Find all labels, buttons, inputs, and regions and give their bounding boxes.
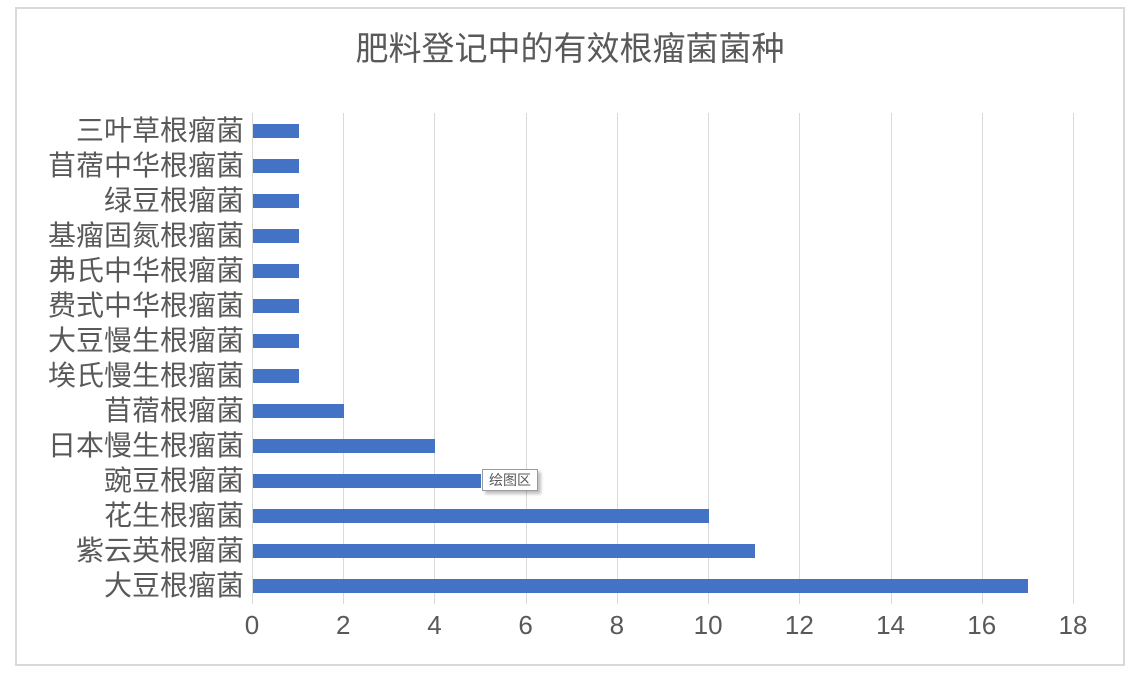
category-label[interactable]: 费式中华根瘤菌: [47, 289, 244, 321]
category-label[interactable]: 三叶草根瘤菌: [75, 114, 244, 146]
bar[interactable]: [253, 123, 299, 138]
category-label[interactable]: 豌豆根瘤菌: [103, 465, 244, 497]
bar[interactable]: [253, 579, 1029, 594]
bar[interactable]: [253, 369, 299, 384]
value-tick-label[interactable]: 10: [693, 610, 723, 640]
value-tick-label[interactable]: 18: [1058, 610, 1088, 640]
category-label[interactable]: 弗氏中华根瘤菌: [47, 254, 244, 286]
bar[interactable]: [253, 298, 299, 313]
gridline: [708, 113, 710, 604]
value-tick-label[interactable]: 6: [518, 610, 533, 640]
category-label[interactable]: 绿豆根瘤菌: [103, 184, 244, 216]
value-tick-label[interactable]: 16: [967, 610, 997, 640]
value-axis: 0 2 4 6 8 10 12 14 16 18: [0, 610, 1134, 644]
category-label[interactable]: 花生根瘤菌: [103, 500, 244, 532]
bar[interactable]: [253, 544, 755, 559]
bar[interactable]: [253, 509, 710, 524]
plot-area-tooltip: 绘图区: [482, 469, 538, 491]
value-tick-label[interactable]: 0: [244, 610, 260, 640]
value-tick-label[interactable]: 14: [876, 610, 905, 640]
bar[interactable]: [253, 333, 299, 348]
gridline: [616, 113, 618, 604]
gridline: [252, 113, 253, 604]
bar[interactable]: [253, 193, 299, 208]
value-tick-label[interactable]: 4: [427, 610, 442, 640]
category-label[interactable]: 大豆根瘤菌: [103, 570, 244, 602]
category-label[interactable]: 日本慢生根瘤菌: [47, 430, 244, 462]
bar[interactable]: [253, 228, 299, 243]
tooltip-label: 绘图区: [489, 472, 531, 488]
gridline: [981, 113, 983, 604]
gridline: [890, 113, 892, 604]
bar[interactable]: [253, 404, 345, 419]
gridline: [343, 113, 345, 604]
plot-area[interactable]: [252, 113, 1074, 604]
gridline: [525, 113, 527, 604]
category-label[interactable]: 苜蓿中华根瘤菌: [47, 149, 244, 181]
category-label[interactable]: 大豆慢生根瘤菌: [47, 324, 244, 356]
category-label[interactable]: 基瘤固氮根瘤菌: [47, 219, 244, 251]
bar[interactable]: [253, 158, 299, 173]
value-tick-label[interactable]: 12: [784, 610, 814, 640]
category-label[interactable]: 苜蓿根瘤菌: [103, 395, 244, 427]
gridline: [1073, 113, 1074, 604]
gridline: [434, 113, 436, 604]
value-tick-label[interactable]: 8: [609, 610, 625, 640]
gridline: [799, 113, 801, 604]
chart-title[interactable]: 肥料登记中的有效根瘤菌菌种: [355, 30, 785, 67]
category-label[interactable]: 埃氏慢生根瘤菌: [47, 360, 244, 392]
bar[interactable]: [253, 263, 299, 278]
category-axis: 三叶草根瘤菌 苜蓿中华根瘤菌 绿豆根瘤菌 基瘤固氮根瘤菌 弗氏中华根瘤菌 费式中华根瘤菌大…: [18, 113, 244, 604]
bar[interactable]: [253, 474, 482, 489]
value-tick-label[interactable]: 2: [335, 610, 351, 640]
category-label[interactable]: 紫云英根瘤菌: [75, 535, 244, 567]
bar[interactable]: [253, 439, 436, 454]
